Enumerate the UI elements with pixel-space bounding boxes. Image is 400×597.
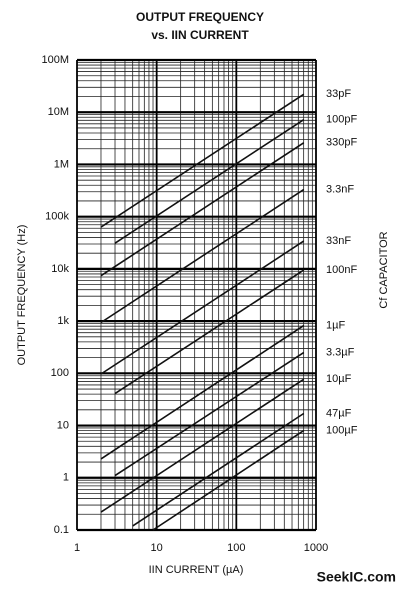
series-line: [100, 188, 305, 324]
series-line: [100, 142, 305, 277]
legend-label: 100µF: [326, 425, 358, 437]
y-tick-label: 10: [57, 419, 69, 431]
series-line: [132, 412, 305, 527]
x-tick-label: 1000: [304, 542, 328, 554]
legend-label: 100nF: [326, 264, 357, 276]
y-tick-label: 1: [63, 472, 69, 484]
y-tick-label: 100k: [45, 211, 69, 223]
legend-label: 3.3µF: [326, 346, 355, 358]
y-tick-label: 10M: [48, 106, 69, 118]
legend-label: 33nF: [326, 235, 351, 247]
legend-label: 33pF: [326, 88, 351, 100]
x-tick-label: 1: [74, 542, 80, 554]
series-line: [100, 378, 305, 513]
chart-subtitle: vs. IIN CURRENT: [151, 28, 249, 42]
series-line: [100, 240, 305, 375]
legend-label: 3.3nF: [326, 183, 354, 195]
y-tick-label: 0.1: [54, 524, 69, 536]
y-tick-label: 1k: [57, 315, 69, 327]
legend-label: 1µF: [326, 320, 345, 332]
x-tick-label: 100: [227, 542, 245, 554]
x-axis-label: IIN CURRENT (µA): [149, 564, 244, 576]
legend-label: 10µF: [326, 373, 352, 385]
y-tick-label: 1M: [54, 158, 69, 170]
watermark: SeekIC.com: [317, 569, 396, 585]
series-line: [152, 429, 305, 531]
legend-label: 47µF: [326, 407, 352, 419]
chart-title: OUTPUT FREQUENCY: [136, 10, 264, 24]
y-tick-label: 10k: [51, 263, 69, 275]
series-line: [114, 119, 305, 244]
y-tick-label: 100: [51, 367, 69, 379]
series-line: [100, 93, 305, 228]
y-axis-label: OUTPUT FREQUENCY (Hz): [16, 225, 28, 366]
x-tick-label: 10: [151, 542, 163, 554]
legend-label: 330pF: [326, 137, 357, 149]
series-line: [114, 351, 305, 477]
legend-title: Cf CAPACITOR: [378, 231, 390, 308]
series-line: [100, 324, 305, 460]
legend-label: 100pF: [326, 114, 357, 126]
series-line: [114, 269, 305, 395]
y-tick-label: 100M: [41, 54, 69, 66]
